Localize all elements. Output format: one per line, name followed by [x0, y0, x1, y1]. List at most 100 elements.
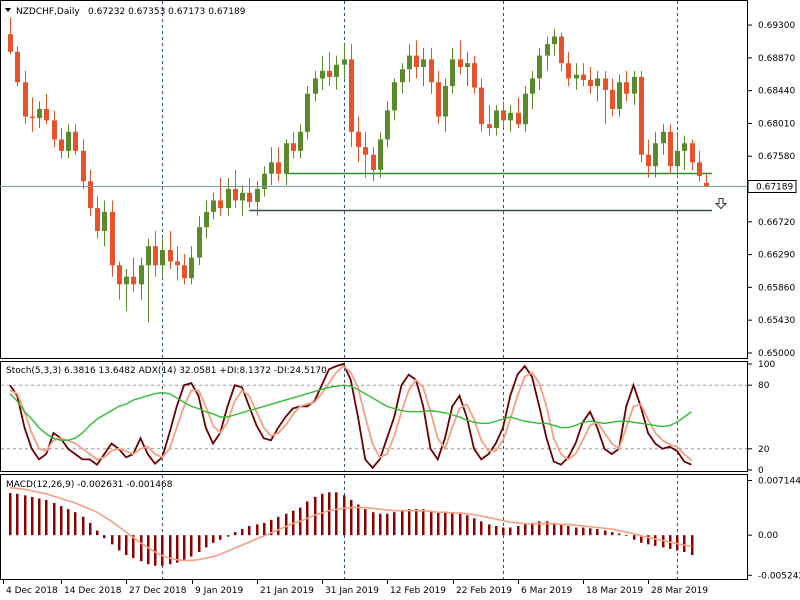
- candle-body: [400, 69, 405, 83]
- macd-bar: [480, 521, 483, 536]
- candle-body: [175, 261, 180, 266]
- candle-body: [443, 86, 448, 117]
- macd-bar: [372, 512, 375, 536]
- candle-body: [66, 131, 71, 151]
- macd-bar: [161, 535, 164, 566]
- macd-bar: [531, 522, 534, 536]
- candle-body: [255, 189, 260, 202]
- macd-bar: [589, 528, 592, 536]
- macd-bar: [509, 527, 512, 536]
- candle-body: [603, 78, 608, 90]
- stoch-tick-label: 20: [758, 445, 770, 455]
- candle-body: [284, 143, 289, 174]
- macd-bar: [256, 524, 259, 536]
- candle-body: [117, 265, 122, 285]
- price-tick-label: 0.67580: [758, 152, 795, 162]
- macd-bar: [502, 527, 505, 536]
- macd-bar: [169, 535, 172, 565]
- time-tick-label: 9 Jan 2019: [195, 586, 243, 596]
- macd-bar: [647, 535, 650, 545]
- stoch-pane-frame: [0, 361, 748, 472]
- stoch-tick-label: 0: [758, 466, 764, 476]
- candle-body: [559, 36, 564, 64]
- stoch-tick-label: 100: [758, 360, 775, 370]
- candle-body: [588, 79, 593, 87]
- macd-bar: [676, 535, 679, 551]
- price-tick-label: 0.65000: [758, 349, 795, 359]
- macd-pane-frame: [0, 474, 748, 580]
- macd-bar: [618, 533, 621, 536]
- candle-body: [653, 143, 658, 167]
- macd-bar: [190, 535, 193, 557]
- candle-body: [240, 192, 245, 201]
- macd-bar: [248, 525, 251, 536]
- candle-body: [349, 59, 354, 132]
- candle-body: [226, 189, 231, 209]
- macd-bar: [582, 527, 585, 536]
- macd-bar: [596, 529, 599, 536]
- candle-body: [102, 211, 107, 231]
- candle-body: [472, 63, 477, 88]
- macd-bar: [379, 513, 382, 536]
- candle-body: [479, 87, 484, 125]
- macd-bar: [205, 535, 208, 548]
- candle-body: [334, 64, 339, 77]
- macd-bar: [654, 535, 657, 546]
- macd-bar: [553, 522, 556, 536]
- candlestick-series: [8, 17, 709, 323]
- candle-body: [73, 131, 78, 151]
- macd-bar: [691, 535, 694, 556]
- time-tick-label: 6 Mar 2019: [521, 586, 573, 596]
- macd-bar: [625, 535, 628, 536]
- time-tick-label: 4 Dec 2018: [6, 586, 58, 596]
- candle-body: [15, 51, 20, 83]
- time-tick-label: 27 Dec 2018: [129, 586, 187, 596]
- macd-bar: [430, 510, 433, 536]
- macd-bar: [67, 509, 70, 536]
- stoch-tick-label: 80: [758, 381, 770, 391]
- macd-legend: MACD(12,26,9) -0.002631 -0.001468: [6, 480, 173, 490]
- candle-body: [95, 208, 100, 231]
- macd-bar: [335, 492, 338, 536]
- candle-body: [23, 82, 28, 117]
- candle-body: [160, 250, 165, 266]
- macd-bar: [683, 535, 686, 552]
- macd-bar: [9, 493, 12, 536]
- candle-body: [530, 78, 535, 94]
- ohlc-label: 0.67232 0.67353 0.67173 0.67189: [88, 7, 246, 17]
- macd-bar: [227, 535, 230, 537]
- macd-bar: [451, 512, 454, 536]
- time-tick-label: 14 Dec 2018: [64, 586, 122, 596]
- macd-bar: [415, 509, 418, 536]
- candle-body: [436, 82, 441, 117]
- candle-body: [675, 150, 680, 167]
- adx-line: [9, 384, 692, 442]
- candle-body: [327, 70, 332, 77]
- macd-bar: [495, 525, 498, 536]
- candle-body: [704, 182, 709, 186]
- time-tick-label: 28 Mar 2019: [651, 586, 708, 596]
- stoch-k-line: [9, 362, 692, 470]
- candle-body: [182, 265, 187, 279]
- candle-body: [204, 211, 209, 228]
- macd-bar: [176, 535, 179, 563]
- candle-body: [465, 63, 470, 68]
- candle-body: [545, 44, 550, 56]
- macd-signal-line: [9, 486, 692, 562]
- macd-bar: [16, 493, 19, 536]
- candle-body: [385, 110, 390, 140]
- macd-bar: [118, 535, 121, 551]
- price-tick-label: 0.66720: [758, 218, 795, 228]
- candle-body: [632, 76, 637, 94]
- candle-body: [131, 276, 136, 285]
- stoch-axis: 100 80 20 0: [748, 360, 775, 476]
- macd-bar: [538, 521, 541, 536]
- candle-body: [537, 55, 542, 79]
- candle-body: [298, 131, 303, 151]
- price-tick-label: 0.65860: [758, 283, 795, 293]
- macd-bar: [154, 535, 157, 566]
- candle-body: [168, 250, 173, 262]
- candle-body: [88, 181, 93, 209]
- macd-bar: [82, 516, 85, 536]
- candle-body: [291, 143, 296, 151]
